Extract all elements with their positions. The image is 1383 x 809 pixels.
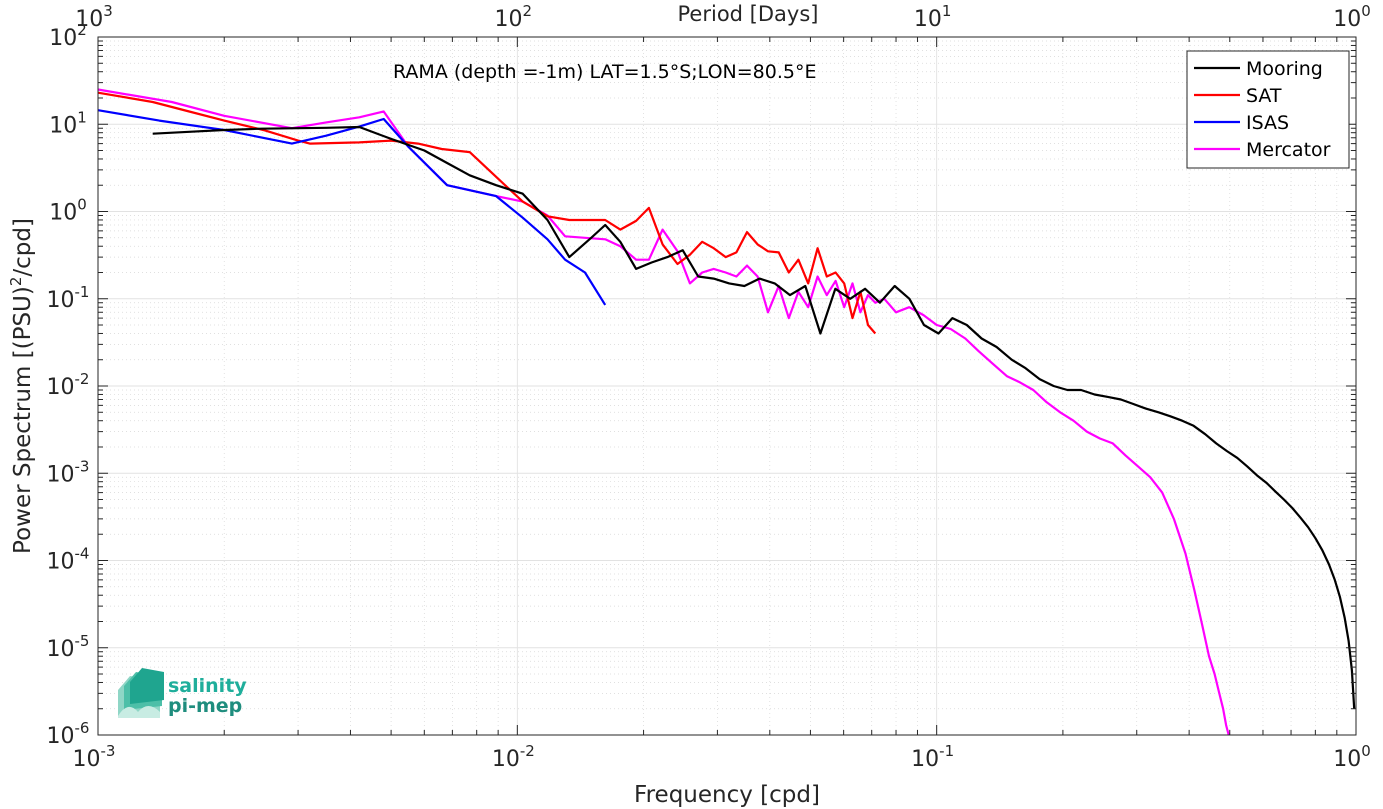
y-axis-title-main: Power Spectrum [(PSU): [10, 286, 36, 554]
top-tick-label-base: 10: [1333, 7, 1361, 32]
logo-mark-icon: [118, 668, 164, 718]
x-axis-title: Frequency [cpd]: [634, 782, 820, 808]
y-tick-label-base: 10: [47, 724, 75, 749]
top-tick-label-exp: 0: [1361, 2, 1371, 20]
y-tick-label-exp: -6: [75, 719, 90, 737]
logo-line1: salinity: [168, 675, 247, 697]
ticks: [97, 36, 1357, 736]
legend: Mooring SAT ISAS Mercator: [1186, 50, 1350, 169]
y-tick-label-base: 10: [49, 26, 77, 51]
top-tick-label-exp: 1: [942, 2, 952, 20]
top-tick-label-base: 10: [495, 7, 523, 32]
y-tick-label: 102: [49, 21, 87, 51]
series-line-mooring: [152, 125, 1356, 709]
y-tick-label-base: 10: [47, 637, 75, 662]
series-line-isas: [97, 109, 607, 306]
x-tick-label: 10-2: [492, 742, 535, 772]
legend-label-mercator: Mercator: [1246, 139, 1331, 161]
y-tick-label: 10-3: [47, 457, 90, 487]
annotation-text: RAMA (depth =-1m) LAT=1.5°S;LON=80.5°E: [393, 61, 817, 83]
y-tick-label-exp: -1: [75, 283, 90, 301]
series-line-sat: [97, 91, 877, 335]
x-tick-label-base: 10: [492, 747, 520, 772]
y-tick-label: 101: [49, 108, 87, 138]
x-tick-label: 10-1: [911, 742, 954, 772]
top-tick-label: 102: [495, 2, 533, 32]
legend-label-sat: SAT: [1246, 85, 1282, 107]
x-tick-label-exp: 0: [1361, 742, 1371, 760]
y-tick-label-base: 10: [49, 113, 77, 138]
y-tick-label-base: 10: [47, 462, 75, 487]
top-x-axis-title: Period [Days]: [678, 2, 819, 26]
y-tick-label-exp: -5: [75, 632, 90, 650]
y-tick-label: 100: [49, 196, 87, 226]
x-tick-label-exp: -1: [939, 742, 954, 760]
y-tick-label: 10-2: [47, 370, 90, 400]
legend-label-mooring: Mooring: [1246, 58, 1323, 80]
salinity-pi-mep-logo: salinity pi-mep: [118, 668, 247, 718]
y-tick-label-base: 10: [47, 550, 75, 575]
y-axis-title-sup: 2: [7, 277, 25, 287]
x-tick-label-base: 10: [911, 747, 939, 772]
x-tick-label-exp: -2: [520, 742, 535, 760]
series-group: [97, 88, 1356, 736]
y-tick-label: 10-5: [47, 632, 90, 662]
y-tick-label-base: 10: [47, 288, 75, 313]
top-tick-label: 103: [75, 2, 113, 32]
x-tick-label: 10-3: [73, 742, 116, 772]
top-tick-label-exp: 2: [523, 2, 533, 20]
y-tick-label-exp: 0: [77, 196, 87, 214]
top-tick-label: 101: [914, 2, 952, 32]
y-tick-label-exp: 2: [77, 21, 87, 39]
logo-line2: pi-mep: [168, 695, 242, 717]
y-tick-label-base: 10: [49, 201, 77, 226]
y-tick-label: 10-1: [47, 283, 90, 313]
top-tick-label-base: 10: [75, 7, 103, 32]
x-tick-label-base: 10: [1333, 747, 1361, 772]
y-axis-title-suffix: /cpd]: [10, 218, 36, 277]
y-tick-label: 10-4: [47, 545, 90, 575]
x-tick-label-exp: -3: [101, 742, 116, 760]
y-axis-title: Power Spectrum [(PSU)2/cpd]: [7, 218, 36, 554]
x-tick-label-base: 10: [73, 747, 101, 772]
y-tick-label-exp: -3: [75, 457, 90, 475]
y-tick-label-exp: 1: [77, 108, 87, 126]
series-line-mercator: [97, 88, 1230, 736]
top-tick-label-exp: 3: [103, 2, 113, 20]
y-tick-label: 10-6: [47, 719, 90, 749]
y-tick-label-base: 10: [47, 375, 75, 400]
top-tick-label-base: 10: [914, 7, 942, 32]
grid: [97, 36, 1357, 736]
x-tick-label: 100: [1333, 742, 1371, 772]
y-tick-label-exp: -4: [75, 545, 90, 563]
y-tick-label-exp: -2: [75, 370, 90, 388]
legend-label-isas: ISAS: [1246, 112, 1289, 134]
top-tick-label: 100: [1333, 2, 1371, 32]
